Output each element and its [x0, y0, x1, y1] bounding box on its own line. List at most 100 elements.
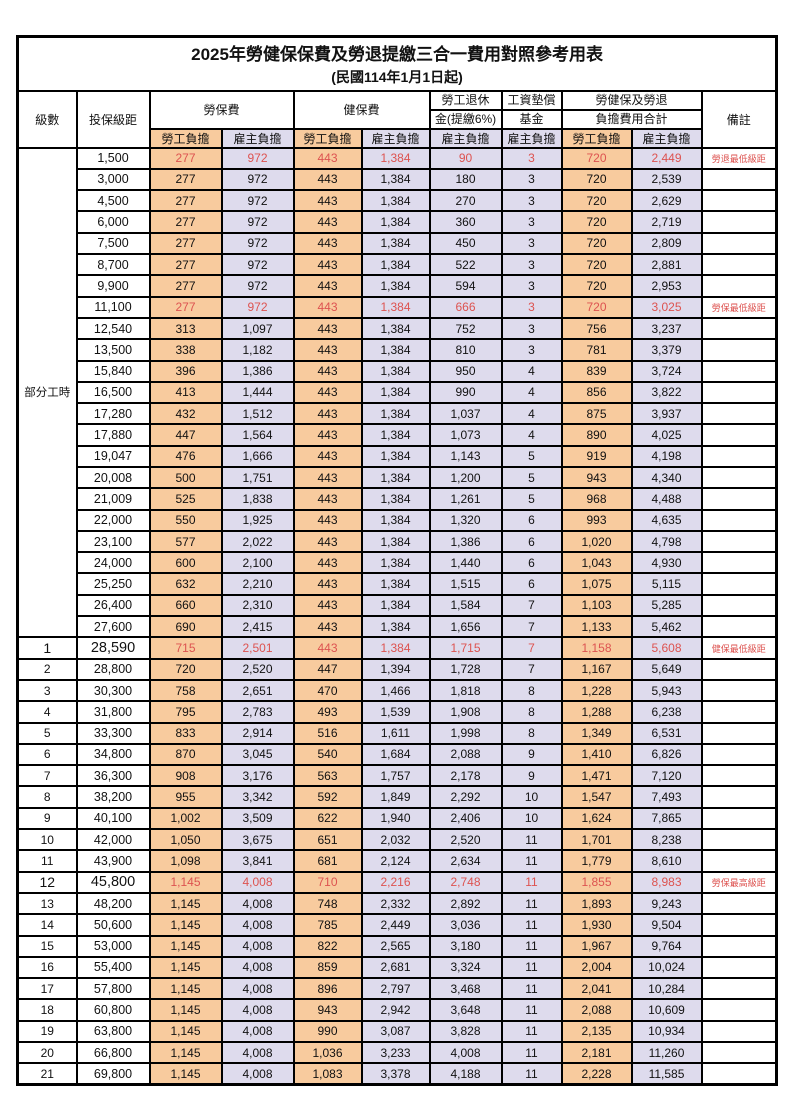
value-cell: 5 [500, 465, 563, 490]
value-cell: 3,324 [428, 955, 503, 980]
value-cell: 622 [292, 806, 363, 831]
value-cell: 4,008 [220, 870, 295, 894]
value-cell: 447 [292, 657, 363, 681]
value-cell: 2,719 [630, 210, 703, 234]
table-row: 6 34,800 870 3,045 540 1,684 2,088 9 1,410 6,826 [16, 742, 778, 767]
table-row: 12,540 313 1,097 443 1,384 752 3 756 3,237 [18, 316, 778, 341]
remark-cell [700, 657, 778, 681]
value-cell: 1,394 [360, 657, 431, 681]
col-header-bracket: 投保級距 [75, 89, 151, 149]
bracket-cell: 28,800 [75, 657, 151, 681]
remark-cell [700, 1040, 778, 1065]
bracket-cell: 27,600 [75, 615, 151, 639]
value-cell: 690 [148, 615, 223, 639]
value-cell: 1,384 [360, 274, 431, 298]
value-cell: 972 [220, 253, 295, 277]
value-cell: 8 [500, 700, 563, 724]
value-cell: 833 [148, 721, 223, 745]
value-cell: 413 [148, 380, 223, 405]
value-cell: 180 [428, 167, 503, 192]
remark-cell [700, 423, 778, 447]
value-cell: 720 [148, 657, 223, 681]
value-cell: 3,648 [428, 998, 503, 1022]
value-cell: 3,036 [428, 913, 503, 937]
bracket-cell: 63,800 [75, 1019, 151, 1044]
value-cell: 1,386 [220, 359, 295, 383]
value-cell: 1,384 [360, 189, 431, 213]
value-cell: 710 [292, 870, 363, 894]
value-cell: 10 [500, 806, 563, 831]
value-cell: 1,103 [560, 593, 633, 618]
value-cell: 1,930 [560, 913, 633, 937]
value-cell: 2,406 [428, 806, 503, 831]
value-cell: 2,449 [360, 913, 431, 937]
value-cell: 1,020 [560, 529, 633, 554]
value-cell: 2,135 [560, 1019, 633, 1044]
value-cell: 1,384 [360, 295, 431, 319]
value-cell: 1,384 [360, 231, 431, 256]
remark-cell [700, 316, 778, 341]
value-cell: 493 [292, 700, 363, 724]
value-cell: 1,037 [428, 402, 503, 426]
value-cell: 443 [292, 487, 363, 511]
value-cell: 11 [500, 828, 563, 852]
value-cell: 7,120 [630, 764, 703, 788]
value-cell: 1,145 [148, 913, 223, 937]
bracket-cell: 66,800 [75, 1040, 151, 1065]
value-cell: 1,547 [560, 785, 633, 809]
value-cell: 972 [220, 146, 295, 170]
table-row: 15,840 396 1,386 443 1,384 950 4 839 3,724 [18, 359, 778, 383]
value-cell: 11 [500, 1062, 563, 1086]
remark-cell [700, 998, 778, 1022]
value-cell: 908 [148, 764, 223, 788]
value-cell: 990 [292, 1019, 363, 1044]
value-cell: 1,998 [428, 721, 503, 745]
value-cell: 756 [560, 316, 633, 341]
value-cell: 839 [560, 359, 633, 383]
value-cell: 6 [500, 572, 563, 596]
value-cell: 500 [148, 465, 223, 490]
value-cell: 9,504 [630, 913, 703, 937]
remark-cell [700, 1019, 778, 1044]
value-cell: 3,468 [428, 977, 503, 1001]
value-cell: 1,145 [148, 955, 223, 980]
value-cell: 1,143 [428, 444, 503, 468]
remark-cell [700, 849, 778, 873]
value-cell: 277 [148, 167, 223, 192]
table-body: 部分工時 1,500 277 972 443 1,384 90 3 720 2,449 勞退最低級距… [16, 146, 778, 1086]
value-cell: 313 [148, 316, 223, 341]
value-cell: 972 [220, 274, 295, 298]
bracket-cell: 23,100 [75, 529, 151, 554]
value-cell: 1,701 [560, 828, 633, 852]
value-cell: 3,937 [630, 402, 703, 426]
col-header-health-insurance: 健保費 [292, 89, 431, 130]
value-cell: 443 [292, 274, 363, 298]
value-cell: 5,649 [630, 657, 703, 681]
value-cell: 4,008 [220, 977, 295, 1001]
value-cell: 1,384 [360, 444, 431, 468]
level-cell: 20 [16, 1040, 78, 1065]
value-cell: 4,008 [220, 1062, 295, 1086]
value-cell: 720 [560, 231, 633, 256]
value-cell: 9 [500, 764, 563, 788]
value-cell: 896 [292, 977, 363, 1001]
value-cell: 3,087 [360, 1019, 431, 1044]
value-cell: 1,145 [148, 934, 223, 958]
bracket-cell: 22,000 [75, 508, 151, 532]
value-cell: 8,610 [630, 849, 703, 873]
value-cell: 4,008 [220, 1040, 295, 1065]
bracket-cell: 1,500 [75, 146, 151, 170]
value-cell: 720 [560, 189, 633, 213]
value-cell: 2,565 [360, 934, 431, 958]
value-cell: 11 [500, 849, 563, 873]
table-row: 20 66,800 1,145 4,008 1,036 3,233 4,008 11 2,181… [16, 1040, 778, 1065]
value-cell: 1,584 [428, 593, 503, 618]
subheader-labor-employer: 雇主負擔 [220, 127, 295, 149]
value-cell: 1,384 [360, 253, 431, 277]
level-cell: 1 [16, 636, 78, 660]
value-cell: 1,384 [360, 572, 431, 596]
value-cell: 758 [148, 678, 223, 703]
bracket-cell: 48,200 [75, 891, 151, 916]
value-cell: 8 [500, 721, 563, 745]
value-cell: 822 [292, 934, 363, 958]
